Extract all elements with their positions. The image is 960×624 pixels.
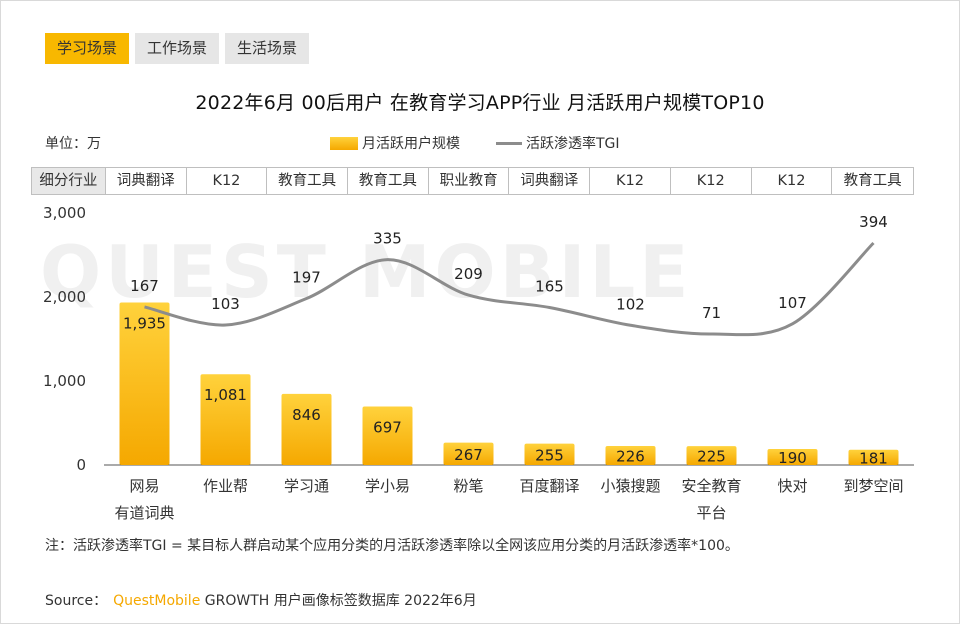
chart-plot: 3,000 2,000 1,000 0 1,935 1,081 846 697 267 255 22… [43, 204, 914, 522]
segment-cell: 职业教育 [429, 168, 510, 194]
tgi-value-label: 102 [616, 295, 645, 313]
bar-value-label: 1,081 [204, 386, 247, 404]
x-tick-label: 快对 [777, 477, 807, 495]
y-tick-label: 1,000 [43, 372, 86, 390]
tab-work[interactable]: 工作场景 [135, 33, 220, 64]
bar-value-label: 226 [616, 448, 645, 466]
segment-header: 细分行业 [32, 168, 106, 194]
source-line: Source： QuestMobile GROWTH 用户画像标签数据库 2022… [45, 590, 477, 610]
x-tick-label: 作业帮 [203, 477, 248, 495]
x-tick-label: 安全教育 [681, 477, 741, 495]
tab-study[interactable]: 学习场景 [45, 33, 130, 64]
tgi-line [144, 241, 875, 337]
footnote: 注：活跃渗透率TGI = 某目标人群启动某个应用分类的月活跃渗透率除以全网该应用… [45, 538, 739, 554]
tgi-value-label: 167 [130, 277, 159, 295]
legend-bar-swatch [330, 136, 358, 150]
tgi-value-label: 209 [454, 265, 483, 283]
tgi-value-label: 165 [535, 278, 564, 296]
segment-cell: K12 [590, 168, 671, 194]
bar [605, 446, 656, 465]
segment-cell: K12 [671, 168, 752, 194]
x-tick-label: 到梦空间 [843, 477, 903, 495]
source-prefix: Source： [45, 593, 108, 609]
tgi-value-label: 103 [211, 295, 240, 313]
source-rest: GROWTH 用户画像标签数据库 2022年6月 [200, 593, 477, 609]
segment-cell: 词典翻译 [106, 168, 187, 194]
bar-value-label: 181 [859, 449, 888, 467]
segment-cell: 教育工具 [348, 168, 429, 194]
bar-value-label: 255 [535, 446, 564, 464]
tgi-value-label: 107 [778, 294, 807, 312]
segment-row: 细分行业 词典翻译 K12 教育工具 教育工具 职业教育 词典翻译 K12 K1… [31, 167, 914, 195]
chart-title: 2022年6月 00后用户 在教育学习APP行业 月活跃用户规模TOP10 [195, 92, 765, 114]
segment-cell: 教育工具 [267, 168, 348, 194]
segment-cell: K12 [187, 168, 268, 194]
bar [119, 302, 170, 465]
x-tick-label: 平台 [696, 504, 726, 522]
unit-label: 单位：万 [45, 136, 101, 152]
y-tick-label: 3,000 [43, 204, 86, 222]
x-tick-label: 学习通 [284, 477, 329, 495]
legend-line-label: 活跃渗透率TGI [526, 136, 620, 152]
x-tick-label: 网易 [129, 477, 159, 495]
bar-value-label: 846 [292, 406, 321, 424]
legend-bar-label: 月活跃用户规模 [362, 136, 460, 152]
bar [767, 449, 818, 465]
legend: 月活跃用户规模 活跃渗透率TGI [330, 133, 620, 153]
bar [281, 393, 332, 465]
source-brand: QuestMobile [113, 593, 201, 609]
y-tick-label: 2,000 [43, 288, 86, 306]
tgi-value-label: 197 [292, 269, 321, 287]
y-tick-label: 0 [76, 456, 86, 474]
legend-line-swatch [496, 141, 522, 145]
bar [524, 443, 575, 465]
bar-value-label: 1,935 [123, 314, 166, 332]
x-tick-label: 学小易 [365, 477, 410, 495]
bar [848, 449, 899, 465]
bar-value-label: 697 [373, 418, 402, 436]
bar [443, 442, 494, 465]
bar [686, 446, 737, 465]
segment-cell: 教育工具 [843, 173, 902, 189]
bar [200, 374, 251, 465]
bar-value-label: 225 [697, 448, 726, 466]
bar-value-label: 267 [454, 446, 483, 464]
tgi-value-label: 71 [702, 304, 721, 322]
watermark: QUEST MOBILE [40, 230, 693, 314]
segment-cell: 词典翻译 [509, 168, 591, 194]
x-tick-label: 小猿搜题 [600, 477, 660, 495]
x-tick-label: 粉笔 [453, 477, 483, 495]
segment-cell: K12 [752, 168, 833, 194]
x-tick-label: 有道词典 [114, 504, 174, 522]
x-tick-label: 百度翻译 [519, 477, 579, 495]
bar [362, 406, 413, 465]
bar-value-label: 190 [778, 449, 807, 467]
tgi-value-label: 335 [373, 230, 402, 248]
tgi-value-label: 394 [859, 213, 888, 231]
scene-tabs: 学习场景 工作场景 生活场景 [45, 33, 310, 64]
tab-life[interactable]: 生活场景 [225, 33, 310, 64]
